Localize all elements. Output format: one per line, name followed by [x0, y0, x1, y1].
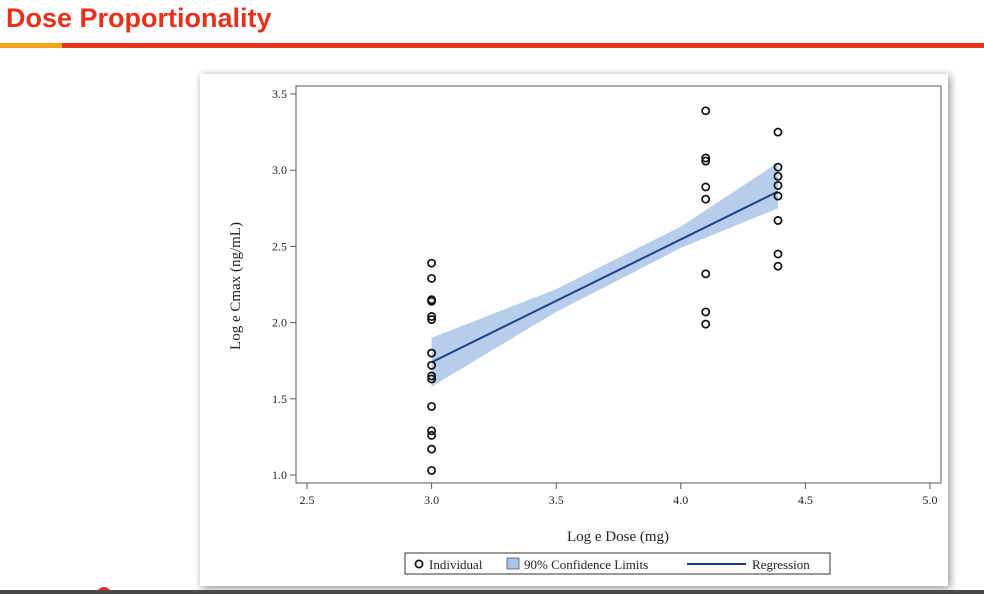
x-tick-label: 4.5: [798, 493, 813, 507]
slide-title: Dose Proportionality: [6, 3, 272, 33]
data-point: [427, 374, 437, 384]
data-point: [427, 348, 437, 358]
y-tick-label: 3.5: [272, 87, 287, 101]
data-point: [701, 156, 711, 166]
y-tick-label: 2.5: [272, 239, 287, 253]
data-point: [427, 273, 437, 283]
y-tick-label: 2.0: [272, 316, 287, 330]
data-point: [427, 444, 437, 454]
data-point: [427, 401, 437, 411]
x-tick-label: 5.0: [923, 493, 938, 507]
data-point: [427, 360, 437, 370]
data-point: [773, 171, 783, 181]
data-point: [773, 216, 783, 225]
chart-panel: 2.5 3.0 3.5 4.0 4.5 5.0 1.0 1.5 2.0 2.5 3.0 3.5 Lo…: [200, 74, 948, 586]
plot-area-frame: [295, 85, 942, 484]
y-tick-label: 3.0: [272, 163, 287, 177]
title-underline-accent: [0, 43, 62, 48]
data-point: [773, 162, 783, 172]
data-point: [773, 191, 783, 201]
data-point: [773, 180, 783, 190]
regression-line: [431, 190, 779, 364]
legend-individual-marker: [414, 559, 424, 569]
y-axis: 1.0 1.5 2.0 2.5 3.0 3.5: [272, 87, 296, 482]
confidence-band-layer: [431, 162, 778, 387]
data-point: [773, 127, 783, 137]
x-axis-label: Log e Dose (mg): [567, 529, 669, 545]
x-tick-label: 3.5: [549, 493, 564, 507]
data-point: [773, 249, 783, 259]
legend-individual-label: Individual: [429, 557, 483, 572]
data-point: [427, 371, 437, 381]
legend-regression-label: Regression: [752, 557, 810, 572]
data-point: [427, 258, 437, 268]
data-point: [701, 269, 711, 279]
y-tick-label: 1.5: [272, 392, 287, 406]
x-tick-label: 3.0: [424, 493, 439, 507]
data-point: [701, 182, 711, 192]
data-point: [701, 194, 711, 204]
data-point: [701, 106, 711, 116]
data-point: [427, 315, 437, 325]
confidence-band: [431, 162, 778, 387]
legend-confidence-label: 90% Confidence Limits: [524, 557, 648, 572]
individual-points-layer: [427, 106, 783, 475]
footer-line: [0, 590, 984, 594]
title-underline-bar: [0, 43, 984, 48]
y-axis-label: Log e Cmax (ng/mL): [228, 222, 244, 350]
x-tick-label: 4.0: [673, 493, 688, 507]
data-point: [427, 312, 437, 321]
legend: Individual 90% Confidence Limits Regress…: [404, 552, 831, 575]
data-point: [427, 426, 437, 436]
data-point: [427, 296, 437, 306]
data-point: [701, 319, 711, 329]
data-point: [773, 261, 783, 271]
x-axis: 2.5 3.0 3.5 4.0 4.5 5.0: [300, 483, 938, 507]
legend-confidence-swatch: [506, 557, 520, 570]
x-tick-label: 2.5: [300, 493, 315, 507]
data-point: [427, 465, 437, 475]
data-point: [701, 153, 711, 163]
data-point: [427, 430, 437, 440]
y-tick-label: 1.0: [272, 468, 287, 482]
data-point: [701, 307, 711, 317]
dose-proportionality-chart: 2.5 3.0 3.5 4.0 4.5 5.0 1.0 1.5 2.0 2.5 3.0 3.5 Lo…: [228, 85, 942, 575]
regression-line-layer: [431, 190, 779, 364]
